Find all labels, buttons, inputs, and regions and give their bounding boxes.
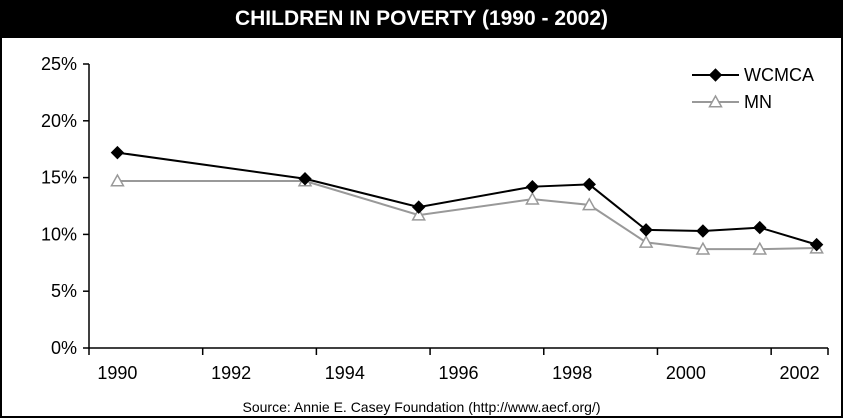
x-tick-label: 2002	[780, 363, 820, 383]
data-point-mn	[695, 241, 711, 255]
series-line-wcmca	[117, 151, 817, 246]
data-point-wcmca	[582, 177, 596, 192]
data-point-wcmca	[696, 224, 710, 238]
data-point-mn	[110, 173, 125, 187]
y-tick-label: 20%	[41, 111, 77, 131]
x-tick-label: 1994	[325, 363, 365, 383]
data-point-wcmca	[110, 145, 125, 160]
data-point-mn	[411, 207, 426, 221]
data-point-wcmca	[298, 172, 312, 186]
x-tick-label: 1992	[211, 363, 251, 383]
x-tick-label: 1996	[438, 363, 478, 383]
x-tick-label: 1998	[552, 363, 592, 383]
legend-label: MN	[744, 92, 772, 112]
data-point-wcmca	[412, 200, 426, 214]
data-point-mn	[581, 197, 597, 211]
series-line-mn	[117, 180, 817, 251]
legend-marker-mn	[708, 94, 723, 108]
y-tick-label: 15%	[41, 168, 77, 188]
chart-title: CHILDREN IN POVERTY (1990 - 2002)	[2, 0, 841, 38]
data-point-wcmca	[639, 223, 653, 237]
data-point-wcmca	[809, 237, 824, 252]
data-point-mn	[752, 241, 768, 255]
legend-marker-wcmca	[708, 68, 723, 82]
x-tick-label: 2000	[666, 363, 706, 383]
x-tick-label: 1990	[97, 363, 137, 383]
data-point-wcmca	[753, 220, 767, 235]
data-point-wcmca	[525, 179, 540, 194]
data-point-mn	[525, 191, 540, 205]
data-point-mn	[638, 234, 654, 248]
legend-label: WCMCA	[744, 65, 814, 85]
y-tick-label: 0%	[51, 338, 77, 358]
source-note: Source: Annie E. Casey Foundation (http:…	[242, 399, 601, 415]
y-tick-label: 25%	[41, 54, 77, 74]
y-tick-label: 10%	[41, 224, 77, 244]
y-tick-label: 5%	[51, 281, 77, 301]
